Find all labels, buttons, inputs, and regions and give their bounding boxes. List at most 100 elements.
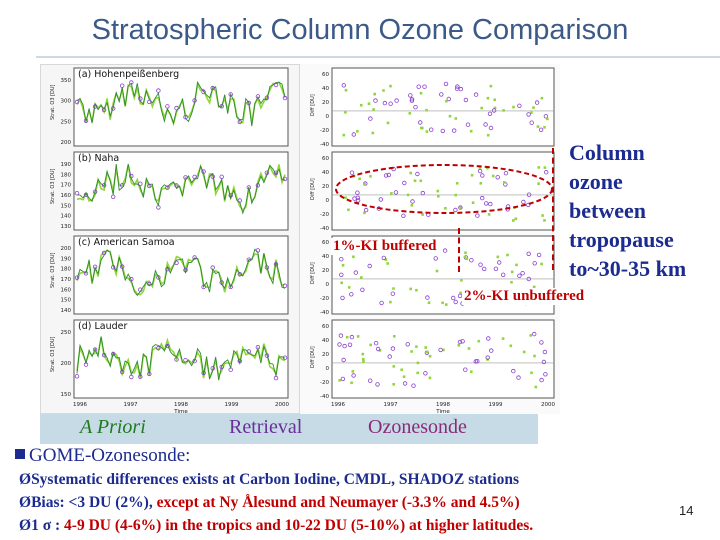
apriori-difference-point [393, 335, 396, 338]
difference-point [442, 248, 448, 253]
difference-point [349, 292, 354, 297]
difference-point [478, 262, 483, 267]
diff-tick-label: 20 [322, 352, 329, 358]
body-text: GOME-Ozonesonde: ØSystematic differences… [15, 444, 675, 537]
difference-point [349, 170, 355, 175]
x-tick-label: 1998 [436, 402, 450, 408]
diff-tick-label: 0 [326, 114, 330, 120]
diff-tick-label: 40 [322, 170, 329, 176]
difference-point [446, 96, 451, 102]
ozonesonde-point [147, 281, 152, 287]
dashed-divider-2 [552, 148, 554, 270]
difference-point [487, 111, 493, 116]
callout-line: between [569, 198, 646, 223]
ozonesonde-point [165, 343, 170, 349]
difference-point [482, 266, 487, 272]
diff-tick-label: 60 [322, 72, 329, 78]
ozonesonde-point [110, 265, 116, 270]
y-tick-label: 250 [61, 330, 72, 336]
sub-bullet-text: except at Ny Ålesund and Neumayer (-3.3%… [156, 494, 520, 511]
difference-point [517, 103, 522, 108]
x-axis-label: Time [173, 409, 188, 415]
ozonesonde-point [74, 190, 80, 196]
difference-point [425, 295, 430, 300]
difference-point [402, 381, 408, 386]
difference-point [413, 105, 418, 110]
ozonesonde-point [201, 284, 206, 290]
difference-point [526, 251, 531, 256]
apriori-difference-point [540, 262, 543, 266]
difference-point [352, 196, 357, 201]
ozonesonde-point [156, 88, 161, 93]
ozonesonde-point [156, 275, 161, 280]
y-tick-label: 140 [61, 214, 72, 220]
ozonesonde-point [273, 82, 279, 88]
apriori-difference-point [479, 182, 483, 185]
difference-point [339, 256, 344, 262]
apriori-difference-point [530, 371, 533, 375]
difference-point [375, 346, 381, 352]
arrow-bullet-icon: Ø [19, 494, 32, 511]
arrow-bullet-icon: Ø [19, 471, 32, 488]
x-tick-label: 1999 [225, 402, 239, 408]
station-panel: (c) American Samoa2001901801701601501406… [50, 235, 555, 316]
apriori-difference-point [541, 214, 544, 217]
station-panel: (b) Naha 190 180 170 160 150 140 130 60 40 20 0 -20 -… [50, 151, 555, 232]
difference-point [497, 260, 502, 265]
apriori-difference-point [486, 133, 490, 137]
apriori-difference-point [425, 108, 428, 112]
retrieval-line [76, 163, 286, 215]
ozonesonde-point [255, 248, 261, 253]
apriori-difference-point [428, 376, 432, 380]
apriori-difference-point [373, 92, 376, 96]
apriori-difference-point [427, 301, 431, 304]
apriori-difference-point [445, 99, 448, 103]
apriori-difference-point [363, 211, 366, 215]
difference-point [483, 122, 488, 127]
apriori-difference-point [514, 217, 518, 221]
arrow-bullet-icon: Ø [19, 517, 32, 534]
difference-point [542, 349, 548, 355]
apriori-difference-point [416, 371, 419, 375]
difference-point [452, 128, 457, 133]
difference-point [415, 171, 420, 177]
diff-tick-label: 60 [322, 240, 329, 246]
ozonesonde-point [165, 266, 170, 272]
ozonesonde-point [210, 265, 215, 270]
difference-point [526, 202, 531, 208]
difference-point [355, 190, 360, 195]
ozonesonde-point [147, 371, 152, 377]
apriori-difference-point [532, 285, 536, 289]
apriori-difference-point [384, 258, 388, 261]
difference-point [367, 263, 372, 269]
difference-point [418, 120, 423, 125]
apriori-difference-point [386, 262, 389, 265]
difference-point [484, 201, 489, 206]
diff-tick-label: -20 [320, 212, 329, 218]
y-tick-label: 190 [61, 162, 72, 168]
apriori-difference-point [352, 255, 355, 259]
apriori-difference-point [356, 130, 359, 133]
apriori-difference-point [445, 303, 448, 306]
ozonesonde-point [83, 271, 89, 276]
y-tick-label: 190 [61, 256, 72, 262]
difference-point [429, 127, 434, 132]
ozonesonde-point [74, 99, 80, 105]
legend-ozonesonde: Ozonesonde [368, 416, 467, 438]
ozonesonde-point [129, 374, 134, 380]
diff-tick-label: 20 [322, 268, 329, 274]
apriori-difference-point [406, 193, 410, 197]
ozonesonde-point [83, 192, 89, 197]
difference-point [469, 257, 474, 263]
diff-tick-label: -40 [320, 310, 329, 316]
apriori-difference-point [392, 383, 395, 386]
ozonesonde-point [282, 95, 288, 101]
difference-point [495, 175, 500, 180]
ozonesonde-point [192, 98, 197, 103]
difference-point [351, 132, 356, 137]
apriori-difference-point [459, 291, 462, 295]
apriori-difference-point [390, 192, 393, 195]
difference-point [541, 359, 547, 365]
difference-point [388, 101, 393, 106]
apriori-difference-point [371, 131, 375, 135]
